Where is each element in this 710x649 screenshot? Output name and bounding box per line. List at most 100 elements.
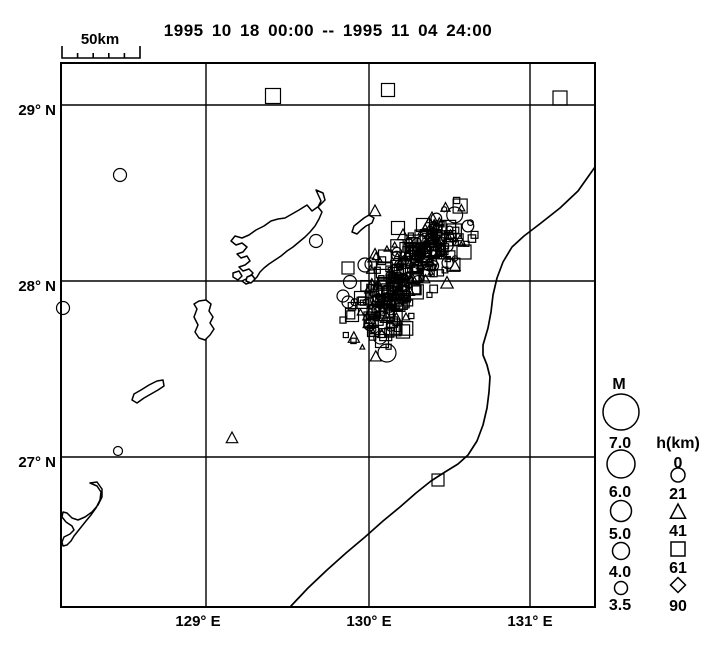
earthquake-marker <box>467 234 477 243</box>
earthquake-marker <box>367 304 381 318</box>
earthquake-marker <box>342 274 358 290</box>
earthquake-marker <box>455 233 464 242</box>
map-frame <box>60 62 596 608</box>
earthquake-marker <box>432 242 441 251</box>
earthquake-marker <box>452 198 468 214</box>
depth-legend-label: 61 <box>669 560 687 577</box>
magnitude-legend-circle <box>606 449 636 479</box>
magnitude-legend-label: 6.0 <box>609 484 631 501</box>
earthquake-marker <box>439 275 455 289</box>
earthquake-marker <box>308 233 324 249</box>
earthquake-marker <box>461 219 475 233</box>
scale-bar-label: 50km <box>81 31 119 48</box>
earthquake-marker <box>356 296 369 309</box>
earthquake-marker <box>418 274 425 281</box>
earthquake-marker <box>402 300 410 309</box>
earthquake-marker <box>358 343 366 350</box>
earthquake-marker <box>444 255 451 263</box>
earthquake-marker <box>389 311 404 325</box>
earthquake-marker <box>339 316 347 324</box>
earthquake-marker <box>55 300 71 316</box>
latitude-labels: 29° N 28° N 27° N <box>18 102 56 471</box>
earthquake-marker <box>363 322 371 329</box>
earthquake-marker <box>366 283 375 292</box>
earthquake-marker <box>369 349 383 362</box>
earthquake-marker <box>347 330 361 343</box>
island-coastline <box>61 481 103 547</box>
depth-legend-label: 0 <box>674 455 683 472</box>
figure-title: 1995 10 18 00:00 -- 1995 11 04 24:00 <box>164 21 492 40</box>
latitude-label: 28° N <box>18 278 56 295</box>
earthquake-marker <box>403 281 410 289</box>
earthquake-marker <box>457 240 465 247</box>
earthquake-marker <box>419 251 433 264</box>
earthquake-marker <box>377 279 388 290</box>
scale-bar: 50km <box>61 31 141 59</box>
earthquake-marker <box>441 266 449 274</box>
earthquake-marker <box>463 240 470 247</box>
earthquake-marker <box>112 167 128 183</box>
earthquake-marker <box>448 259 462 271</box>
earthquake-marker <box>341 261 355 275</box>
earthquake-marker <box>411 265 420 274</box>
longitude-label: 131° E <box>507 613 552 630</box>
earthquake-marker <box>394 296 408 310</box>
magnitude-legend-label: 7.0 <box>609 435 631 452</box>
earthquake-marker <box>357 257 373 273</box>
island-coastline <box>230 189 326 285</box>
earthquake-marker <box>429 228 443 241</box>
earthquake-marker <box>372 313 380 321</box>
earthquake-marker <box>401 311 411 321</box>
earthquake-marker <box>350 298 359 307</box>
depth-legend-label: 90 <box>669 598 687 615</box>
earthquake-marker <box>411 246 426 260</box>
earthquake-marker <box>368 203 382 217</box>
magnitude-legend: M 7.0 6.0 5.0 4.0 3.5 <box>602 376 640 614</box>
earthquake-marker <box>356 307 365 316</box>
earthquake-marker <box>396 263 403 271</box>
earthquake-marker <box>417 228 424 236</box>
earthquake-marker <box>385 309 394 318</box>
earthquake-marker <box>369 302 377 311</box>
earthquake-marker <box>347 301 357 311</box>
depth-legend-symbol <box>669 502 687 519</box>
earthquake-marker <box>264 87 282 105</box>
earthquake-marker <box>382 297 390 305</box>
longitude-labels: 129° E 130° E 131° E <box>175 613 552 630</box>
earthquake-marker <box>407 266 414 273</box>
earthquake-marker <box>376 328 388 339</box>
depth-legend-title: h(km) <box>656 435 700 452</box>
earthquake-marker <box>365 263 377 274</box>
island-coastline <box>131 379 165 404</box>
earthquake-marker <box>409 258 416 265</box>
magnitude-legend-label: 3.5 <box>609 597 631 614</box>
depth-legend-symbol <box>670 467 686 483</box>
earthquake-marker <box>384 327 395 338</box>
earthquake-marker <box>401 297 409 304</box>
earthquake-marker <box>368 333 377 341</box>
earthquake-marker <box>388 299 397 308</box>
earthquake-marker <box>371 251 381 261</box>
earthquake-marker <box>393 289 401 297</box>
earthquake-marker <box>411 270 424 284</box>
earthquake-marker <box>380 82 396 98</box>
earthquake-marker <box>415 259 426 270</box>
magnitude-legend-circle <box>611 541 631 561</box>
earthquake-marker <box>434 216 445 227</box>
earthquake-marker <box>456 244 472 260</box>
trench-line <box>290 166 596 607</box>
earthquake-marker <box>377 249 392 264</box>
earthquake-marker <box>430 212 443 225</box>
earthquake-marker <box>225 430 239 444</box>
earthquake-marker <box>346 310 356 320</box>
earthquake-marker <box>377 256 387 266</box>
magnitude-legend-circle <box>613 580 629 596</box>
earthquake-marker <box>552 90 568 106</box>
earthquake-marker <box>390 220 406 236</box>
depth-legend-items: 0 21 41 61 90 <box>669 455 687 615</box>
longitude-label: 129° E <box>175 613 220 630</box>
latitude-label: 27° N <box>18 454 56 471</box>
earthquake-marker <box>446 206 464 224</box>
